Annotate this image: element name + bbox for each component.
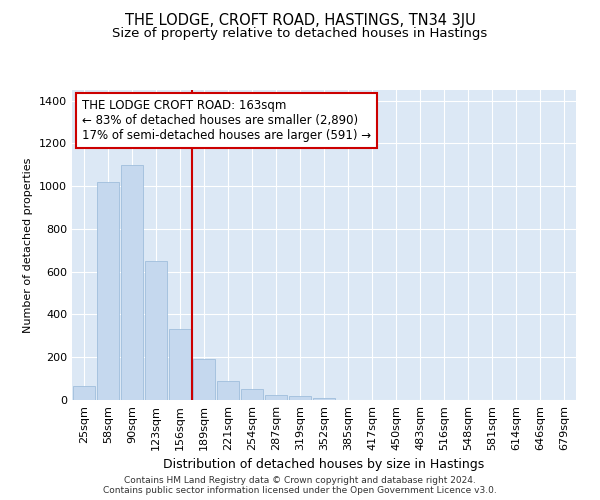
Bar <box>265 394 287 400</box>
Bar <box>145 261 167 400</box>
Text: Size of property relative to detached houses in Hastings: Size of property relative to detached ho… <box>112 28 488 40</box>
X-axis label: Distribution of detached houses by size in Hastings: Distribution of detached houses by size … <box>163 458 485 471</box>
Bar <box>241 390 263 400</box>
Bar <box>193 360 215 400</box>
Text: THE LODGE, CROFT ROAD, HASTINGS, TN34 3JU: THE LODGE, CROFT ROAD, HASTINGS, TN34 3J… <box>125 12 475 28</box>
Bar <box>97 182 119 400</box>
Bar <box>289 396 311 400</box>
Bar <box>73 386 95 400</box>
Bar <box>217 381 239 400</box>
Text: Contains HM Land Registry data © Crown copyright and database right 2024.
Contai: Contains HM Land Registry data © Crown c… <box>103 476 497 495</box>
Bar <box>169 330 191 400</box>
Bar <box>313 398 335 400</box>
Y-axis label: Number of detached properties: Number of detached properties <box>23 158 34 332</box>
Bar <box>121 165 143 400</box>
Text: THE LODGE CROFT ROAD: 163sqm
← 83% of detached houses are smaller (2,890)
17% of: THE LODGE CROFT ROAD: 163sqm ← 83% of de… <box>82 100 371 142</box>
